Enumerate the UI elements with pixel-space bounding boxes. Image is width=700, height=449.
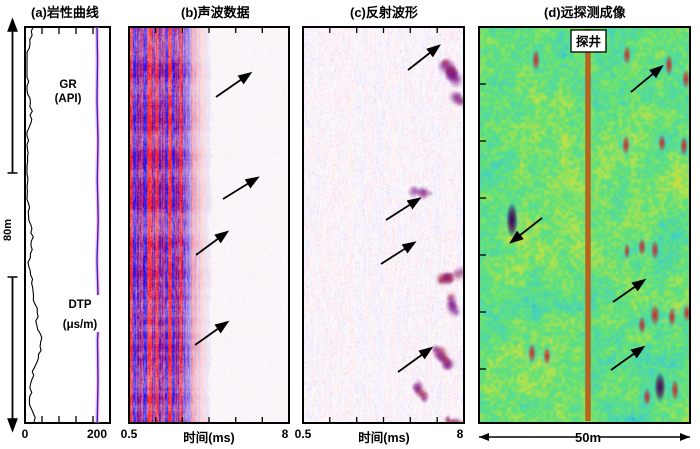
svg-text:50m: 50m bbox=[575, 430, 601, 445]
